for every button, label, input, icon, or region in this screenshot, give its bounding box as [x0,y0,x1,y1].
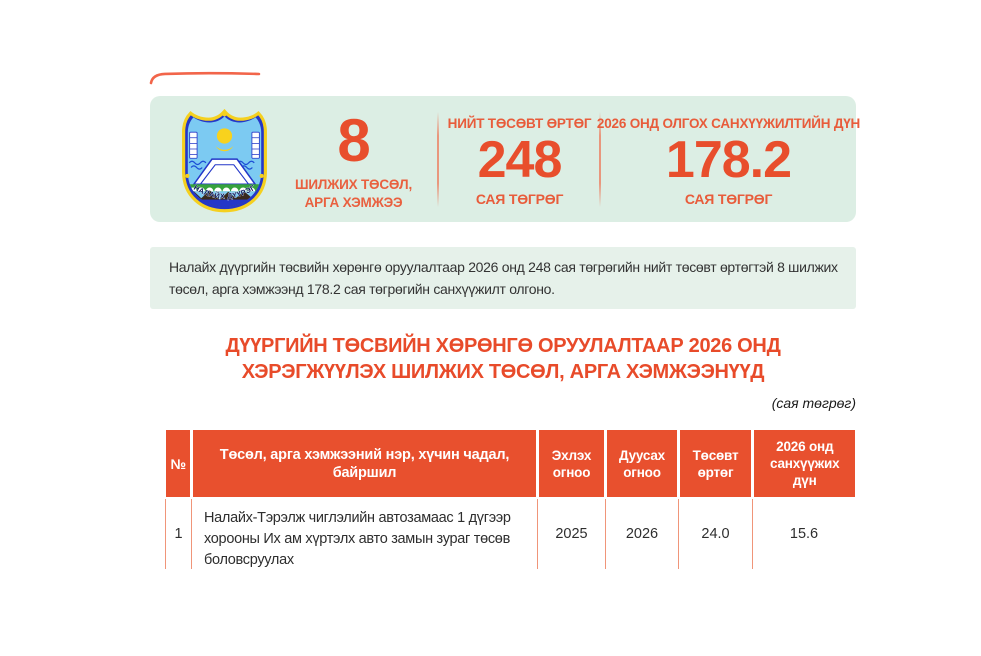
vertical-divider [437,112,439,207]
row-start-year: 2025 [537,498,606,569]
stat-total-budget-value: 248 [477,131,563,189]
table-header-row: № Төсөл, арга хэмжээний нэр, хүчин чадал… [165,430,855,499]
nalaikh-district-emblem-logo: НАЛАЙХ ДҮҮРЭГ [182,109,267,213]
row-name: Налайх-Тэрэлж чиглэлийн автозамаас 1 дүг… [191,498,538,569]
sun-icon [216,128,233,144]
stat-total-budget-title: НИЙТ ТӨСӨВТ ӨРТӨГ [447,116,592,131]
section-title-text: ДҮҮРГИЙН ТӨСВИЙН ХӨРӨНГӨ ОРУУЛАЛТААР 202… [225,335,781,383]
stat-total-budget-unit: САЯ ТӨГРӨГ [475,191,564,207]
stat-2026-financing-title: 2026 ОНД ОЛГОХ САНХҮҮЖИЛТИЙН ДҮН [596,116,861,131]
col-header-budget: Төсөвт өртөг [677,430,753,499]
section-title: ДҮҮРГИЙН ТӨСВИЙН ХӨРӨНГӨ ОРУУЛАЛТААР 202… [150,333,856,385]
stat-projects-label: ШИЛЖИХ ТӨСӨЛ, АРГА ХЭМЖЭЭ [294,177,413,210]
pillar-icons [189,131,260,159]
row-end-year: 2026 [605,498,679,569]
summary-text: Налайх дүүргийн төсвийн хөрөнгө оруулалт… [169,259,838,297]
col-header-end: Дуусах огноо [604,430,679,499]
row-no: 1 [165,498,192,569]
row-budget: 24.0 [678,498,753,569]
stat-2026-financing: 2026 ОНД ОЛГОХ САНХҮҮЖИЛТИЙН ДҮН 178.2 С… [597,96,860,222]
col-header-start: Эхлэх огноо [536,430,606,499]
summary-band: Налайх дүүргийн төсвийн хөрөнгө оруулалт… [150,247,856,309]
table-row: 1 Налайх-Тэрэлж чиглэлийн автозамаас 1 д… [165,498,855,569]
unit-note: (сая төгрөг) [771,395,856,411]
stat-projects: 8 ШИЛЖИХ ТӨСӨЛ, АРГА ХЭМЖЭЭ [272,107,435,211]
crescent-icon [215,146,234,152]
col-header-name: Төсөл, арга хэмжээний нэр, хүчин чадал, … [190,430,538,499]
stat-2026-financing-unit: САЯ ТӨГРӨГ [684,191,773,207]
vertical-divider [599,112,601,207]
stat-2026-financing-value: 178.2 [665,131,792,189]
stats-banner: НАЛАЙХ ДҮҮРЭГ 8 ШИЛЖИХ ТӨСӨЛ, АРГА ХЭМЖЭ… [150,96,860,222]
soyombo-flame-icon [222,109,227,117]
waves-icon [188,160,255,170]
stat-total-budget: НИЙТ ТӨСӨВТ ӨРТӨГ 248 САЯ ТӨГРӨГ [440,96,599,222]
stat-projects-value: 8 [337,107,370,174]
col-header-2026: 2026 онд санхүүжих дүн [751,430,855,499]
row-2026-amount: 15.6 [752,498,855,569]
projects-table: № Төсөл, арга хэмжээний нэр, хүчин чадал… [165,430,855,569]
col-header-no: № [165,430,192,499]
decorative-swoosh [149,71,261,85]
